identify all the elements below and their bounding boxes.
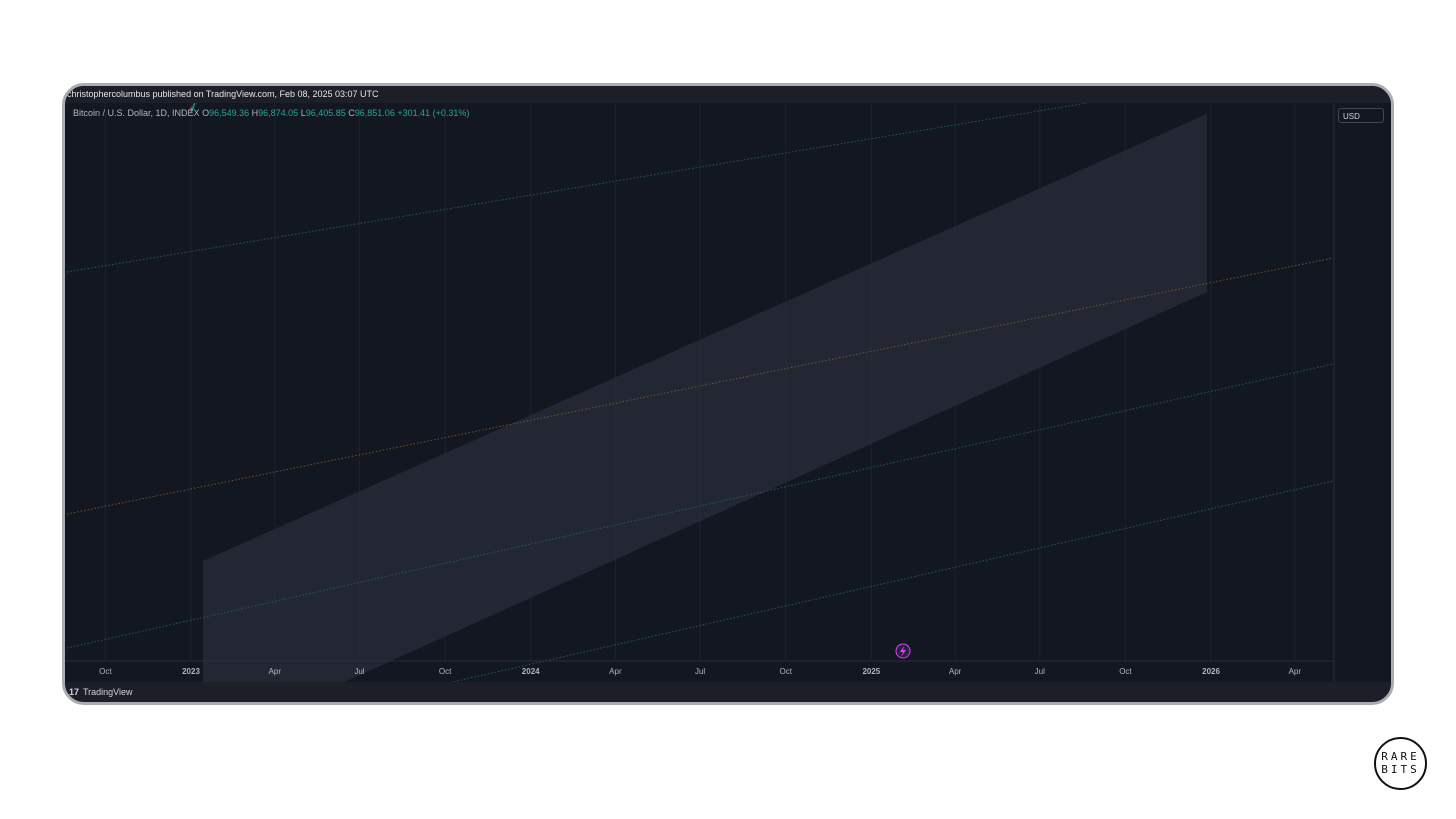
- lower-trend-line-1: [66, 363, 1334, 649]
- tradingview-logo-icon[interactable]: 17: [69, 687, 80, 697]
- change-value: +301.41 (+0.31%): [397, 108, 470, 118]
- publish-bar: christophercolumbus published on Trading…: [65, 86, 1391, 103]
- time-tick-label: 2023: [182, 667, 200, 676]
- close-label: C: [348, 108, 355, 118]
- price-axis-bg: [1334, 103, 1391, 661]
- watermark-line2: BITS: [1381, 763, 1420, 776]
- time-tick-label: Apr: [1289, 667, 1302, 676]
- regression-channel-band: [203, 114, 1207, 702]
- time-tick-label: 2026: [1202, 667, 1220, 676]
- tradingview-brand[interactable]: TradingView: [83, 687, 133, 697]
- symbol-legend: Bitcoin / U.S. Dollar, 1D, INDEX O96,549…: [73, 108, 469, 118]
- watermark-line1: RARE: [1381, 750, 1420, 763]
- symbol-name: Bitcoin / U.S. Dollar, 1D, INDEX: [73, 108, 200, 118]
- price-chart[interactable]: 00.2360.3820.50.6180.786100.2360.3820.50…: [65, 86, 1391, 702]
- low-value: 96,405.85: [305, 108, 346, 118]
- time-tick-label: Oct: [439, 667, 452, 676]
- low-label: L: [300, 108, 306, 118]
- high-label: H: [251, 108, 259, 118]
- open-value: 96,549.36: [209, 108, 250, 118]
- time-tick-label: 2024: [522, 667, 540, 676]
- chart-window: 00.2360.3820.50.6180.786100.2360.3820.50…: [62, 83, 1394, 705]
- footer-bar: 17 TradingView: [65, 682, 1391, 702]
- time-tick-label: Apr: [949, 667, 962, 676]
- currency-button[interactable]: USD: [1338, 108, 1384, 123]
- time-tick-label: Oct: [99, 667, 112, 676]
- drawings-layer: [66, 102, 1334, 702]
- time-tick-label: Oct: [1119, 667, 1132, 676]
- lightning-icon: [900, 646, 906, 657]
- time-tick-label: Jul: [1035, 667, 1045, 676]
- time-tick-label: Oct: [779, 667, 792, 676]
- time-tick-label: Apr: [269, 667, 282, 676]
- price-axis: 200,000.00180,000.00160,000.00140,000.00…: [1333, 103, 1391, 682]
- rarebits-watermark: RARE BITS: [1374, 737, 1427, 790]
- time-tick-label: Apr: [609, 667, 622, 676]
- time-tick-label: 2025: [862, 667, 880, 676]
- lower-trend-line-2: [364, 480, 1334, 702]
- upper-trend-line: [66, 102, 1088, 273]
- time-tick-label: Jul: [695, 667, 705, 676]
- close-value: 96,851.06: [354, 108, 395, 118]
- time-tick-label: Jul: [354, 667, 364, 676]
- time-axis: Oct 2023 Apr Jul Oct 2024 Apr Jul Oct 2025 Apr Jul O…: [65, 660, 1334, 676]
- high-value: 96,874.05: [258, 108, 299, 118]
- open-label: O: [202, 108, 210, 118]
